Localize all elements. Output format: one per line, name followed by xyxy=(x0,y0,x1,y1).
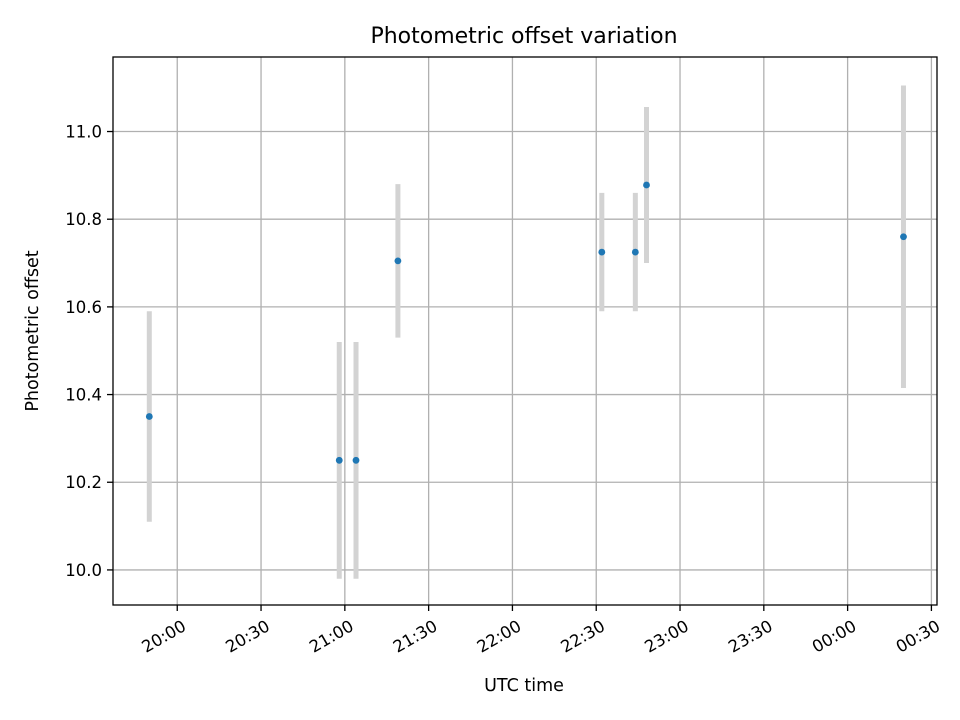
data-point xyxy=(352,456,360,464)
data-point xyxy=(394,257,402,265)
x-tick-label: 00:00 xyxy=(809,616,860,656)
x-axis-label: UTC time xyxy=(484,676,564,696)
y-tick-label: 11.0 xyxy=(65,123,102,142)
x-tick-label: 22:30 xyxy=(558,616,609,656)
plot-frame xyxy=(112,56,938,606)
x-tick-label: 22:00 xyxy=(474,616,525,656)
chart-title: Photometric offset variation xyxy=(370,24,677,49)
x-tick-label: 00:30 xyxy=(893,616,944,656)
y-tick-label: 10.0 xyxy=(65,561,102,580)
data-point xyxy=(145,413,153,420)
x-tick-label: 23:30 xyxy=(725,616,776,656)
x-tick-label: 20:00 xyxy=(139,616,190,656)
data-point xyxy=(335,456,343,464)
y-tick-label: 10.6 xyxy=(65,298,102,317)
y-axis: 10.0 10.2 10.4 10.6 10.8 11.0 xyxy=(65,123,113,580)
error-bars xyxy=(146,85,906,579)
x-tick-label: 21:30 xyxy=(390,616,441,656)
y-tick-label: 10.8 xyxy=(65,210,102,229)
x-tick-label: 20:30 xyxy=(222,616,273,656)
data-point xyxy=(900,233,907,241)
x-axis: 20:00 20:30 21:00 21:30 22:00 22:30 23:00 23:30… xyxy=(139,605,944,657)
data-points xyxy=(145,181,907,464)
y-axis-label: Photometric offset xyxy=(23,250,43,411)
x-tick-label: 21:00 xyxy=(306,616,357,656)
data-point xyxy=(643,181,650,189)
data-point xyxy=(631,248,639,256)
data-point xyxy=(598,248,606,256)
y-tick-label: 10.2 xyxy=(65,473,102,492)
grid xyxy=(113,57,937,605)
y-tick-label: 10.4 xyxy=(65,386,102,405)
x-tick-label: 23:00 xyxy=(641,616,692,656)
